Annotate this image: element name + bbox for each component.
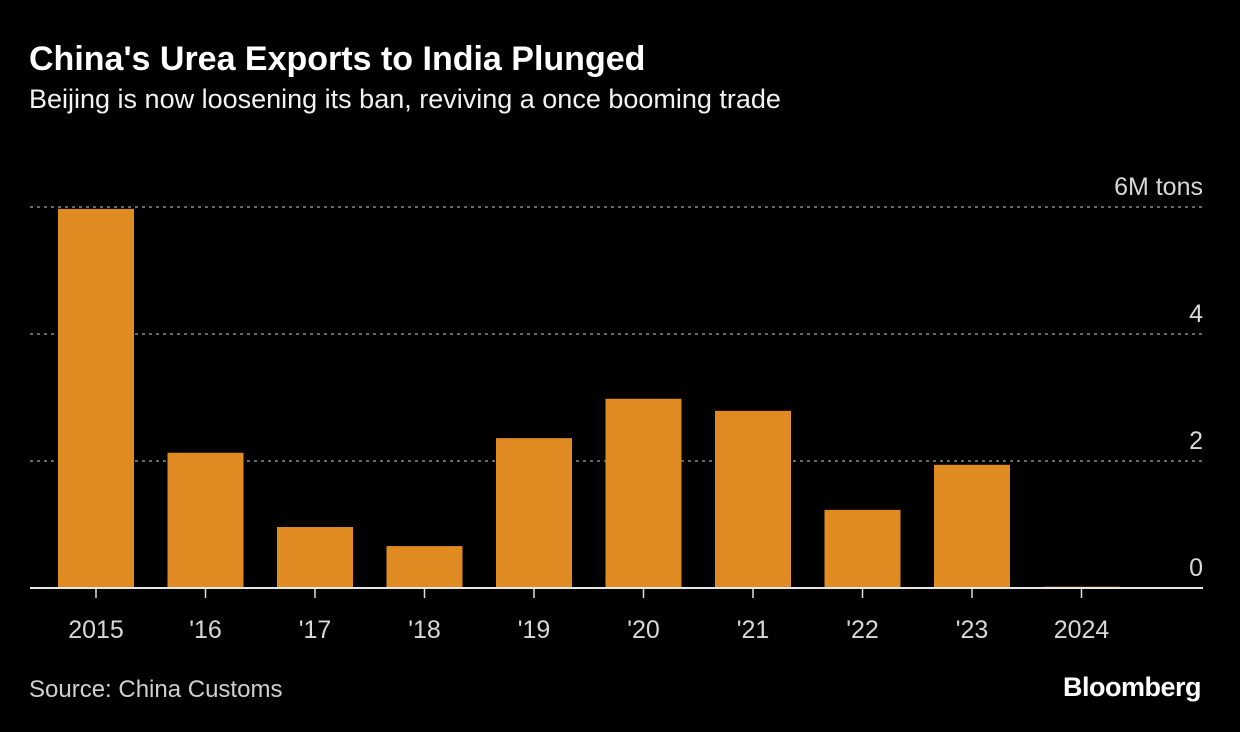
x-tick-label: '18 <box>408 616 441 644</box>
bar <box>496 438 572 588</box>
x-tick-label: 2024 <box>1054 616 1110 644</box>
x-tick-label: '20 <box>627 616 660 644</box>
bar <box>824 509 901 588</box>
bar <box>277 527 353 588</box>
bloomberg-logo: Bloomberg <box>1062 672 1202 702</box>
y-tick-label: 2 <box>1189 427 1203 455</box>
x-tick-label: '23 <box>956 616 989 644</box>
x-tick-label: 2015 <box>68 616 124 644</box>
bar <box>386 546 463 588</box>
x-tick-label: '17 <box>299 616 332 644</box>
y-tick-label: 0 <box>1189 554 1203 582</box>
bar <box>167 452 244 588</box>
x-tick-label: '21 <box>737 616 770 644</box>
x-tick-label: '22 <box>846 616 879 644</box>
y-tick-label: 6M tons <box>1114 173 1203 201</box>
chart-subtitle: Beijing is now loosening its ban, revivi… <box>29 84 781 114</box>
bar <box>715 410 791 588</box>
y-tick-label: 4 <box>1189 300 1203 328</box>
bar <box>58 208 134 588</box>
x-tick-label: '19 <box>518 616 551 644</box>
bar <box>605 398 682 588</box>
bar <box>934 464 1010 588</box>
chart-title: China's Urea Exports to India Plunged <box>29 40 646 78</box>
source-note: Source: China Customs <box>29 676 283 703</box>
x-tick-label: '16 <box>189 616 222 644</box>
